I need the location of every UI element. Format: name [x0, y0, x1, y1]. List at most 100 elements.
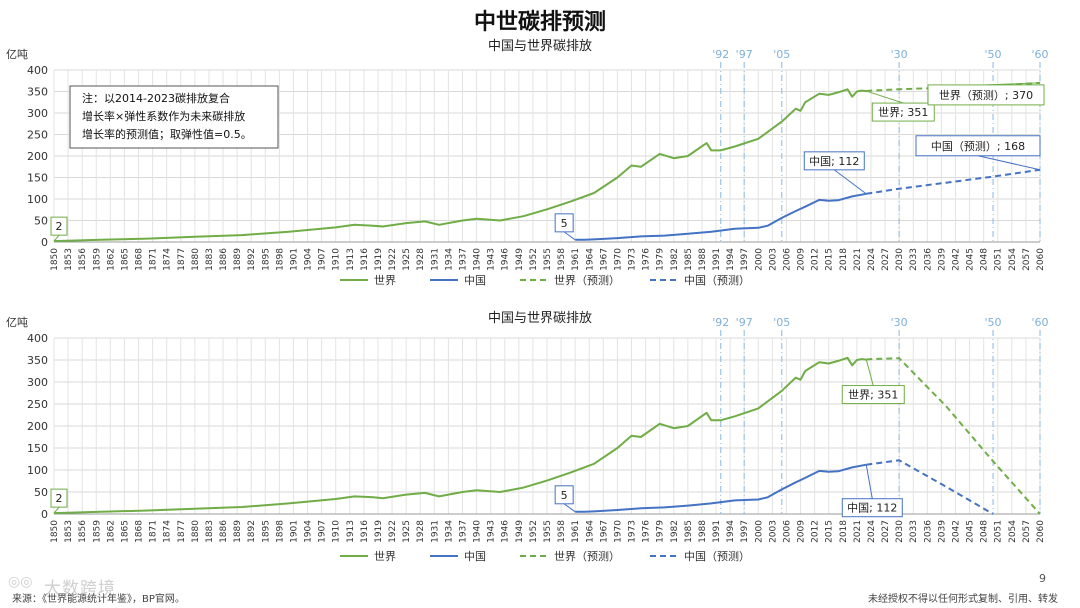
reference-line-label: '50: [985, 316, 1002, 329]
x-tick-label: 1910: [332, 248, 342, 271]
x-tick-label: 2042: [951, 248, 961, 271]
series-line-0: [53, 88, 867, 243]
legend-item: 中国: [430, 274, 486, 287]
x-tick-label: 1898: [275, 520, 285, 543]
x-tick-label: 1913: [346, 248, 356, 271]
x-tick-label: 1913: [346, 520, 356, 543]
x-tick-label: 1877: [177, 520, 187, 543]
x-tick-label: 1961: [571, 520, 581, 543]
x-tick-label: 1946: [501, 248, 511, 271]
y-tick-label: 400: [27, 64, 48, 77]
annotation-label: 中国; 112: [847, 502, 897, 515]
x-tick-label: 1859: [92, 520, 102, 543]
x-tick-label: 1907: [318, 248, 328, 271]
y-tick-label: 300: [27, 376, 48, 389]
x-tick-label: 1958: [557, 520, 567, 543]
x-tick-label: 1940: [473, 520, 483, 543]
x-tick-label: 2021: [853, 520, 863, 543]
reference-line-label: '30: [891, 48, 908, 61]
legend-label: 世界（预测）: [554, 274, 620, 287]
x-tick-label: 1877: [177, 248, 187, 271]
reference-line-label: '05: [773, 316, 790, 329]
annotation-box: [554, 213, 574, 233]
annotation-label: 中国（预测）; 168: [931, 140, 1025, 153]
x-tick-label: 2039: [937, 520, 947, 543]
x-tick-label: 1901: [289, 520, 299, 543]
x-tick-label: 1889: [233, 248, 243, 271]
x-tick-label: 1967: [599, 248, 609, 271]
legend-item: 世界: [340, 550, 396, 563]
x-tick-label: 1976: [642, 520, 652, 543]
watermark-text: 大数跨境: [44, 579, 116, 599]
x-tick-label: 2048: [980, 520, 990, 543]
x-tick-label: 2042: [951, 520, 961, 543]
x-tick-label: 2036: [923, 520, 933, 543]
x-tick-label: 1931: [430, 520, 440, 543]
x-tick-label: 2006: [782, 520, 792, 543]
legend-item: 中国（预测）: [650, 274, 750, 287]
x-tick-label: 1934: [444, 248, 454, 271]
x-tick-label: 2006: [782, 248, 792, 271]
x-tick-label: 1943: [487, 248, 497, 271]
x-tick-label: 1919: [374, 248, 384, 271]
x-tick-label: 1946: [501, 520, 511, 543]
x-tick-label: 1991: [712, 520, 722, 543]
annotation-leader: [53, 506, 60, 514]
x-tick-label: 2000: [754, 248, 764, 271]
x-tick-label: 1988: [698, 520, 708, 543]
annotation-box: [841, 498, 903, 518]
x-tick-label: 1856: [78, 520, 88, 543]
legend-label: 世界: [374, 274, 396, 287]
x-tick-label: 1862: [106, 520, 116, 543]
x-tick-label: 1886: [219, 520, 229, 543]
x-tick-label: 1985: [684, 248, 694, 271]
x-tick-label: 1892: [247, 248, 257, 271]
x-tick-label: 2030: [895, 520, 905, 543]
annotation-box: [803, 151, 865, 171]
y-tick-label: 100: [27, 464, 48, 477]
annotation-box: [841, 385, 905, 405]
x-tick-label: 1952: [529, 248, 539, 271]
x-tick-label: 1949: [515, 520, 525, 543]
x-tick-label: 2045: [966, 520, 976, 543]
reference-line-label: '97: [736, 316, 753, 329]
annotation-box: [871, 102, 935, 122]
x-tick-label: 2060: [1036, 520, 1046, 543]
x-tick-label: 2015: [825, 248, 835, 271]
x-tick-label: 1937: [458, 248, 468, 271]
annotation-leader: [563, 231, 576, 241]
x-tick-label: 1904: [304, 520, 314, 543]
watermark-logo-icon: ◎◎: [8, 574, 33, 590]
note-box: 注：以2014-2023碳排放复合增长率×弹性系数作为未来碳排放增长率的预测值；…: [69, 85, 279, 149]
x-tick-label: 1874: [163, 248, 173, 271]
x-tick-label: 2036: [923, 248, 933, 271]
x-tick-label: 1958: [557, 248, 567, 271]
annotation-box: [50, 488, 68, 508]
note-text-line: 注：以2014-2023碳排放复合: [82, 91, 230, 105]
reference-line-label: '92: [712, 48, 729, 61]
x-tick-label: 1955: [543, 248, 553, 271]
series-line-3: [866, 459, 994, 515]
y-tick-label: 50: [34, 486, 48, 499]
reference-line-label: '97: [736, 48, 753, 61]
legend-label: 中国（预测）: [684, 274, 750, 287]
x-tick-label: 1934: [444, 520, 454, 543]
y-tick-label: 100: [27, 193, 48, 206]
x-tick-label: 1898: [275, 248, 285, 271]
x-tick-label: 1952: [529, 520, 539, 543]
x-tick-label: 2030: [895, 248, 905, 271]
legend-label: 世界: [374, 550, 396, 563]
chart-bottom: 中国与世界碳排放 亿吨 0 50 100 150 200 250 300 350 400 1850 18…: [0, 308, 1080, 572]
y-tick-label: 200: [27, 420, 48, 433]
x-tick-label: 1889: [233, 520, 243, 543]
chart-title: 中国与世界碳排放: [488, 311, 592, 326]
annotation-leader: [833, 169, 867, 195]
annotation-leader: [977, 155, 1041, 171]
reference-line-label: '50: [985, 48, 1002, 61]
x-tick-label: 2012: [811, 248, 821, 271]
x-tick-label: 1997: [740, 520, 750, 543]
reference-line-label: '92: [712, 316, 729, 329]
x-tick-label: 2057: [1022, 248, 1032, 271]
annotation-label: 5: [561, 489, 568, 502]
x-tick-label: 2015: [825, 520, 835, 543]
